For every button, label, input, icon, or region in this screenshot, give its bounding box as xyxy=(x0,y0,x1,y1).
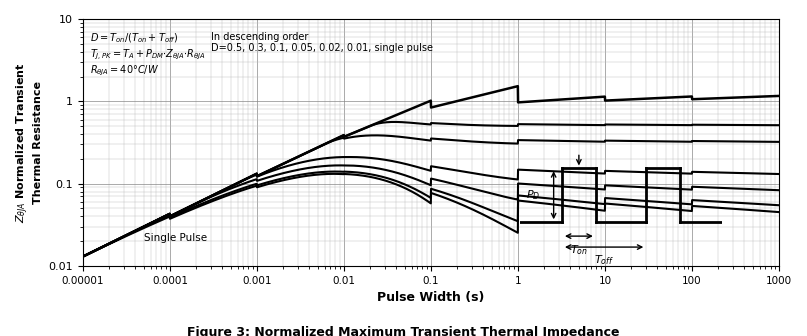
Text: $D=T_{on}/(T_{on}+T_{off})$
$T_{J,PK}=T_A+P_{DM}{\cdot}Z_{\theta JA}{\cdot}R_{\t: $D=T_{on}/(T_{on}+T_{off})$ $T_{J,PK}=T_… xyxy=(90,32,206,78)
Y-axis label: $Z_{\theta JA}$ Normalized Transient
Thermal Resistance: $Z_{\theta JA}$ Normalized Transient The… xyxy=(15,62,43,223)
X-axis label: Pulse Width (s): Pulse Width (s) xyxy=(377,291,485,304)
Text: Figure 3: Normalized Maximum Transient Thermal Impedance: Figure 3: Normalized Maximum Transient T… xyxy=(187,326,620,336)
Text: Single Pulse: Single Pulse xyxy=(144,233,207,243)
Text: In descending order
D=0.5, 0.3, 0.1, 0.05, 0.02, 0.01, single pulse: In descending order D=0.5, 0.3, 0.1, 0.0… xyxy=(211,32,433,53)
